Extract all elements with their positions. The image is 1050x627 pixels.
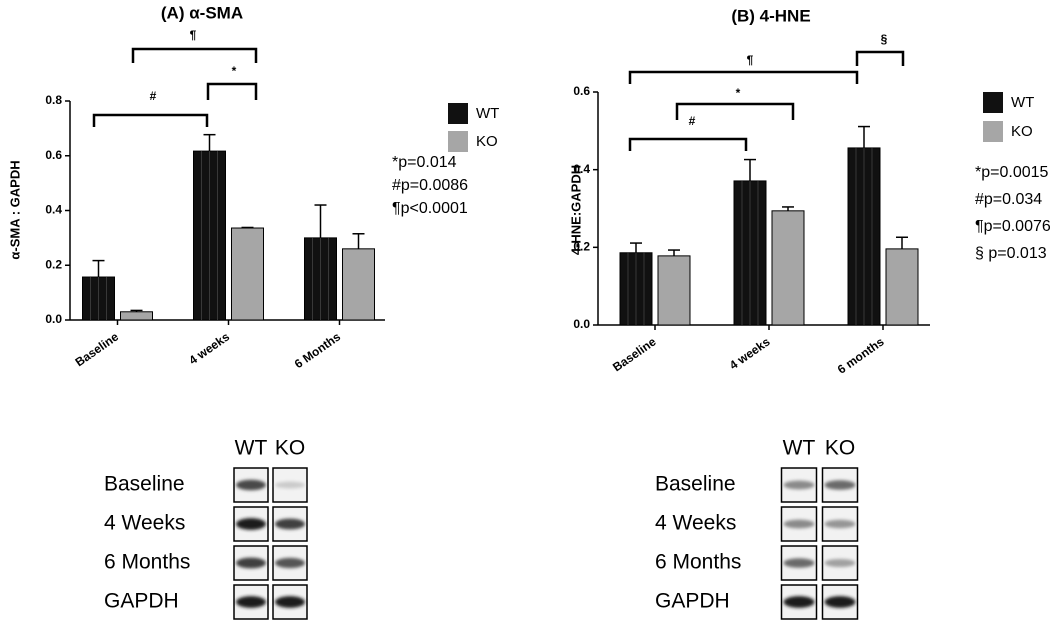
chart-title: (A) α-SMA xyxy=(161,3,243,22)
bar xyxy=(771,210,805,326)
blot-lane-label: WT xyxy=(235,437,268,460)
significance-bracket xyxy=(675,102,795,120)
blot-band xyxy=(236,596,266,608)
blot-row-label: 4 Weeks xyxy=(655,512,736,535)
legend-swatch xyxy=(983,121,1003,142)
blot-band xyxy=(275,518,305,530)
significance-symbol: * xyxy=(232,64,237,78)
y-tick-label: 0.6 xyxy=(45,148,62,162)
significance-bracket xyxy=(206,82,258,100)
y-tick-label: 0.0 xyxy=(573,317,590,331)
y-tick-label: 0.6 xyxy=(573,84,590,98)
y-tick-label: 0.8 xyxy=(45,93,62,107)
blot-band xyxy=(783,558,815,568)
p-value: #p=0.0086 xyxy=(392,177,468,194)
y-tick-label: 0.2 xyxy=(573,240,590,254)
significance-symbol: # xyxy=(689,114,696,128)
x-tick-label: 6 Months xyxy=(292,329,343,371)
legend-swatch xyxy=(448,103,468,124)
p-value: *p=0.0015 xyxy=(975,164,1049,181)
x-tick-label: Baseline xyxy=(610,334,659,374)
blot-band xyxy=(824,596,856,608)
blot-band xyxy=(236,518,266,530)
blot-lane-label: KO xyxy=(825,437,855,460)
bar xyxy=(120,311,153,321)
legend-swatch xyxy=(983,92,1003,113)
significance-bracket xyxy=(628,70,859,84)
y-axis-label: 4-HNE:GAPDH xyxy=(568,165,583,255)
p-value: ¶p<0.0001 xyxy=(392,200,468,217)
blot-row-label: 6 Months xyxy=(104,551,190,574)
blot-band xyxy=(824,519,856,529)
significance-bracket xyxy=(92,113,209,127)
blot-band xyxy=(236,479,266,491)
legend-label: KO xyxy=(476,133,498,150)
blot-lane-label: WT xyxy=(783,437,816,460)
blot-row-label: 6 Months xyxy=(655,551,741,574)
blot-band xyxy=(783,519,815,529)
y-tick-label: 0.4 xyxy=(573,162,590,176)
chart-title: (B) 4-HNE xyxy=(731,6,810,25)
blot-row-label: Baseline xyxy=(104,473,185,496)
significance-bracket xyxy=(855,50,905,66)
blot-band xyxy=(824,558,856,568)
legend-label: WT xyxy=(1011,94,1034,111)
blot-band xyxy=(275,481,305,489)
significance-symbol: ¶ xyxy=(747,53,754,67)
significance-symbol: # xyxy=(150,89,157,103)
blot-row-label: GAPDH xyxy=(104,590,179,613)
significance-bracket xyxy=(131,47,258,63)
blot-band xyxy=(783,480,815,490)
p-value: #p=0.034 xyxy=(975,191,1042,208)
bar xyxy=(657,255,691,326)
x-tick-label: 6 months xyxy=(835,334,887,376)
blot-band xyxy=(236,557,266,569)
bar xyxy=(342,248,375,321)
blot-lane-label: KO xyxy=(275,437,305,460)
significance-bracket xyxy=(628,137,748,151)
blot-row-label: GAPDH xyxy=(655,590,730,613)
legend-label: KO xyxy=(1011,123,1033,140)
significance-symbol: * xyxy=(736,86,741,100)
significance-symbol: ¶ xyxy=(190,28,197,42)
blot-band xyxy=(275,596,305,608)
significance-symbol: § xyxy=(881,32,888,46)
blot-band xyxy=(783,596,815,608)
blot-row-label: 4 Weeks xyxy=(104,512,185,535)
y-axis-label: α-SMA : GAPDH xyxy=(7,160,22,259)
x-tick-label: 4 weeks xyxy=(186,329,232,367)
blot-band xyxy=(275,557,305,569)
legend-swatch xyxy=(448,131,468,152)
bar xyxy=(885,248,919,326)
x-tick-label: 4 weeks xyxy=(727,334,773,372)
y-tick-label: 0.0 xyxy=(45,312,62,326)
blot-row-label: Baseline xyxy=(655,473,736,496)
bar xyxy=(231,227,264,321)
y-tick-label: 0.4 xyxy=(45,203,62,217)
p-value: ¶p=0.0076 xyxy=(975,218,1050,235)
p-value: § p=0.013 xyxy=(975,245,1047,262)
legend-label: WT xyxy=(476,105,499,122)
blot-band xyxy=(824,480,856,490)
p-value: *p=0.014 xyxy=(392,154,457,171)
y-tick-label: 0.2 xyxy=(45,257,62,271)
x-tick-label: Baseline xyxy=(73,329,122,369)
